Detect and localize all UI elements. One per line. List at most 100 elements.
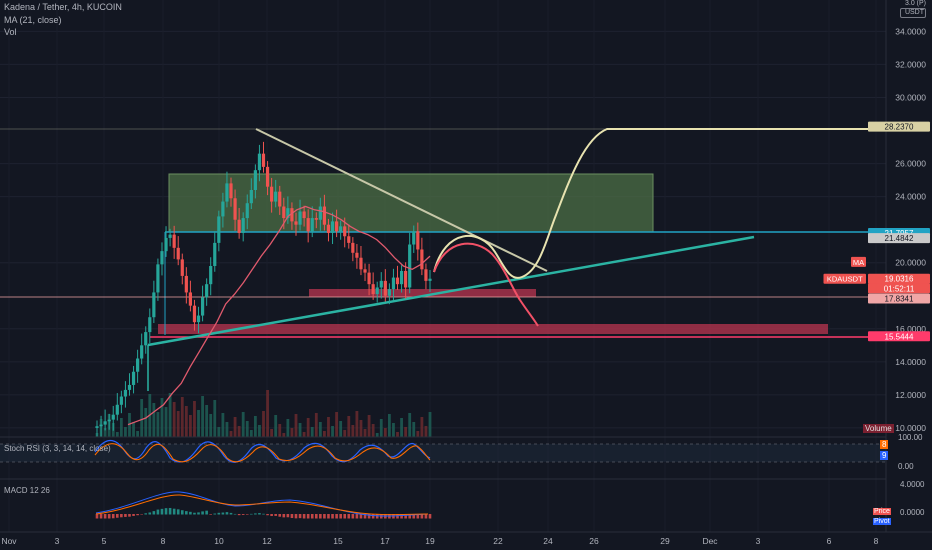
macd-bar [339, 514, 342, 519]
candle-body [144, 332, 148, 346]
volume-bar [180, 397, 184, 437]
time-tick: Nov [1, 536, 17, 546]
demand-zone-lower[interactable] [158, 324, 828, 334]
time-tick: 12 [262, 536, 272, 546]
volume-bar [156, 412, 160, 437]
candle-body [428, 278, 432, 281]
descending-trendline[interactable] [255, 128, 548, 272]
macd-bar [132, 514, 135, 516]
volume-bar [103, 428, 107, 437]
candle-body [286, 208, 290, 219]
volume-bar [184, 406, 188, 437]
volume-bar [258, 425, 261, 437]
candle-body [302, 211, 306, 219]
candle-body [420, 249, 424, 270]
time-tick: 3 [756, 536, 761, 546]
volume-bar [270, 429, 274, 437]
target-zone-box[interactable] [168, 173, 654, 233]
price-tag-timer [868, 283, 930, 294]
vol-legend[interactable]: Vol [4, 27, 17, 37]
price-tick: 16.0000 [895, 324, 926, 334]
volume-bar [424, 426, 428, 437]
macd-bar [197, 512, 200, 515]
demand-zone-upper[interactable] [309, 289, 536, 297]
macd-bar [323, 514, 326, 519]
volume-bar [249, 430, 253, 437]
time-tick: Dec [702, 536, 718, 546]
volume-bar [160, 398, 164, 437]
macd-bar [221, 512, 225, 515]
candle-body [200, 297, 205, 316]
candle-body [278, 191, 282, 207]
time-axis[interactable]: Nov 3 5 8 10 12 15 17 19 22 24 26 29 Dec 3 6 8 [1, 536, 878, 546]
ma-legend[interactable]: MA (21, close) [4, 15, 62, 25]
candle-body [412, 231, 416, 245]
volume-bar [302, 432, 306, 437]
volume-bar [245, 421, 249, 437]
volume-bar [428, 412, 432, 437]
macd-bar [416, 514, 420, 519]
macd-bar [424, 514, 428, 519]
ascending-trendline[interactable] [147, 235, 755, 347]
candle-body [225, 183, 229, 202]
macd-bar [396, 514, 399, 519]
time-tick: 8 [161, 536, 166, 546]
symbol-title[interactable]: Kadena / Tether, 4h, KUCOIN [4, 2, 122, 12]
macd-bar [266, 514, 269, 516]
volume-bar [355, 411, 359, 437]
volume-bar [225, 422, 229, 437]
candle-body [192, 305, 197, 323]
candle-body [270, 186, 274, 202]
macd-bar [298, 514, 302, 519]
candle-body [168, 234, 172, 238]
series-tag-text: KDAUSDT [827, 275, 863, 284]
volume-bar [132, 422, 135, 437]
macd-bar [168, 507, 172, 515]
volume-bar [189, 415, 192, 437]
candle-body [371, 284, 375, 295]
candle-body [164, 237, 168, 252]
macd-bar [205, 510, 208, 515]
macd-price-badge: Price [873, 508, 891, 515]
macd-tick-0: 0.0000 [900, 508, 925, 517]
volume-bar [278, 424, 282, 437]
macd-bar [111, 514, 115, 519]
stoch-rsi-legend[interactable]: Stoch RSI (3, 3, 14, 14, close) [4, 444, 111, 453]
candle-body [237, 219, 241, 233]
macd-bar [367, 514, 371, 519]
price-tag-text: 01:52:11 [884, 284, 915, 293]
volume-bar [233, 417, 237, 437]
volume-bar [306, 418, 310, 437]
time-tick: 6 [827, 536, 832, 546]
macd-bar [152, 511, 156, 515]
scale-badge: 3.0 (P) USDT [900, 0, 926, 18]
macd-bar [274, 514, 277, 516]
stoch-tick-100: 100.00 [898, 433, 923, 442]
price-axis[interactable]: 34.0000 32.0000 30.0000 26.0000 24.0000 20.00… [895, 26, 926, 433]
volume-bar [209, 414, 213, 437]
candle-body [99, 424, 103, 427]
volume-bar [217, 427, 221, 437]
candle-body [298, 211, 302, 225]
macd-legend[interactable]: MACD 12 26 [4, 486, 50, 495]
candle-body [131, 371, 136, 385]
bullish-projection-path [433, 128, 886, 279]
volume-bar [201, 396, 204, 437]
volume-bar [335, 412, 338, 437]
candle-body [229, 183, 233, 199]
volume-bar [115, 432, 119, 437]
volume-bar [420, 417, 424, 437]
macd-bar [254, 513, 257, 515]
price-tag-text: 21.4842 [885, 234, 914, 243]
macd-bar [250, 513, 253, 515]
candle-body [241, 218, 245, 233]
candle-body [176, 247, 180, 260]
volume-bar [176, 411, 180, 437]
volume-bar [193, 401, 196, 437]
volume-bar [363, 429, 367, 437]
candle-body [160, 251, 164, 265]
volume-bar [375, 433, 379, 437]
drawing-layer [0, 128, 886, 391]
volume-bar [124, 427, 127, 437]
